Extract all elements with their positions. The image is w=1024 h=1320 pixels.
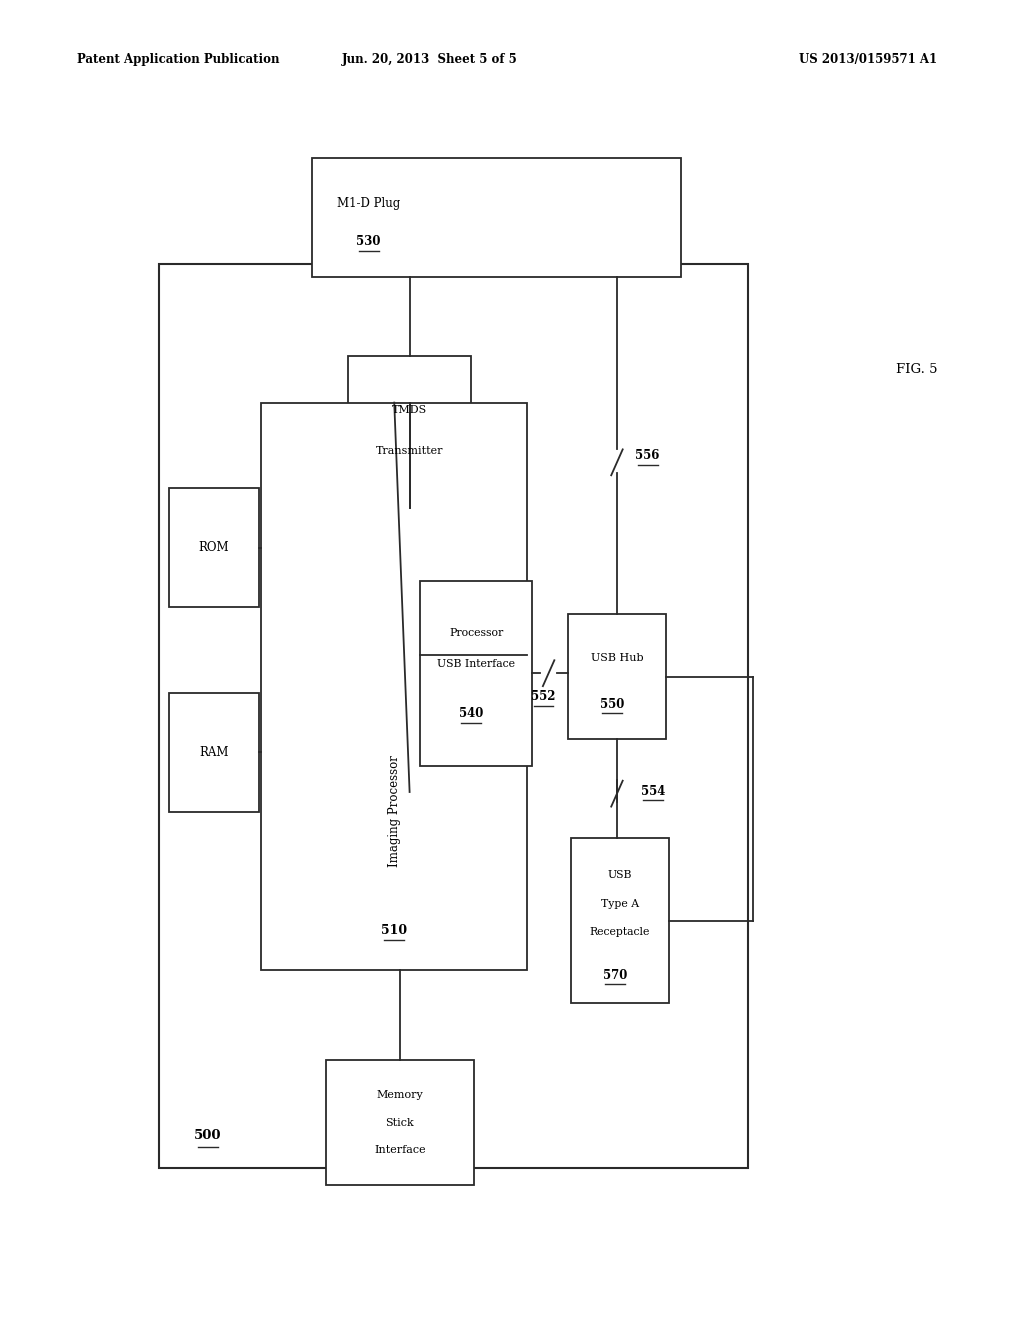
Text: 554: 554: [641, 784, 665, 797]
Text: 510: 510: [381, 924, 408, 937]
Text: Processor: Processor: [450, 627, 503, 638]
Text: Interface: Interface: [374, 1146, 426, 1155]
Text: 570: 570: [603, 969, 627, 982]
Text: Imaging Processor: Imaging Processor: [388, 755, 400, 867]
Text: Jun. 20, 2013  Sheet 5 of 5: Jun. 20, 2013 Sheet 5 of 5: [342, 53, 518, 66]
Text: Memory: Memory: [377, 1090, 423, 1100]
Text: US 2013/0159571 A1: US 2013/0159571 A1: [799, 53, 937, 66]
Bar: [420, 581, 532, 766]
Text: Stick: Stick: [385, 1118, 415, 1127]
Text: 552: 552: [531, 690, 556, 704]
Bar: [348, 356, 471, 508]
Text: RAM: RAM: [200, 746, 228, 759]
Text: USB Interface: USB Interface: [437, 659, 515, 669]
Bar: [568, 614, 666, 739]
Text: 500: 500: [195, 1129, 221, 1142]
Text: Type A: Type A: [601, 899, 639, 909]
Text: 550: 550: [600, 697, 624, 710]
Text: Transmitter: Transmitter: [376, 446, 443, 455]
Text: M1-D Plug: M1-D Plug: [337, 197, 400, 210]
Text: Patent Application Publication: Patent Application Publication: [77, 53, 280, 66]
Text: ROM: ROM: [199, 541, 229, 554]
Bar: [261, 403, 527, 970]
Text: 530: 530: [356, 235, 381, 248]
Text: USB: USB: [608, 870, 632, 879]
Text: Receptacle: Receptacle: [590, 927, 650, 937]
Text: TMDS: TMDS: [392, 404, 427, 414]
Bar: [169, 693, 259, 812]
Text: FIG. 5: FIG. 5: [896, 363, 938, 376]
Bar: [159, 264, 748, 1168]
Text: 556: 556: [636, 449, 659, 462]
Bar: [169, 488, 259, 607]
Bar: [571, 838, 669, 1003]
Bar: [312, 158, 681, 277]
Text: USB Hub: USB Hub: [591, 652, 643, 663]
Bar: [326, 1060, 474, 1185]
Text: 540: 540: [459, 708, 483, 721]
